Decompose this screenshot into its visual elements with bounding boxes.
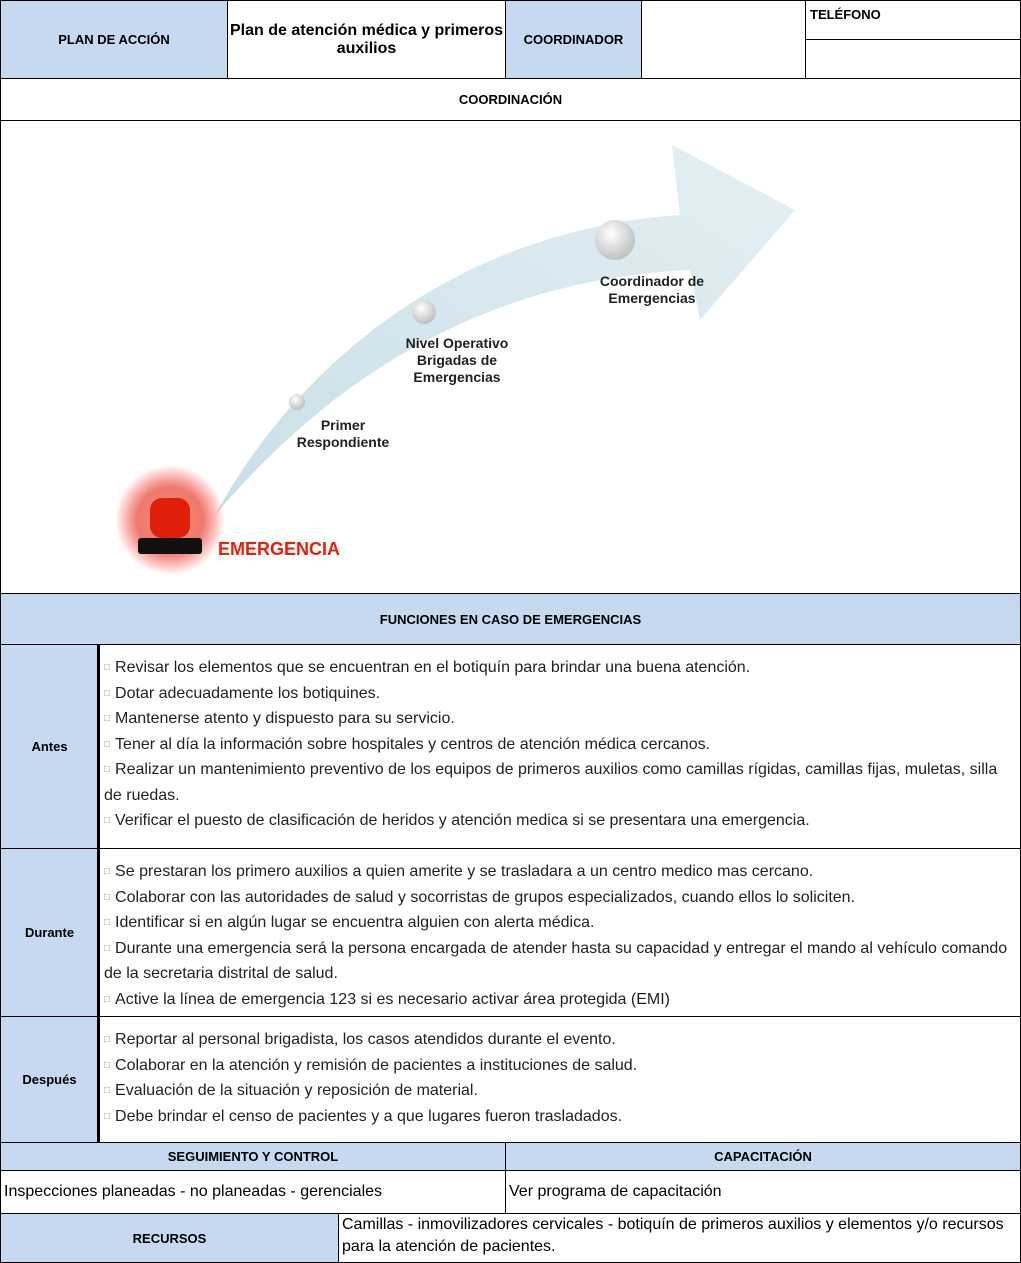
- section-label: Durante: [0, 848, 99, 1017]
- section-label: Antes: [0, 644, 99, 849]
- step-label: Brigadas de: [417, 352, 497, 368]
- step-dot: [289, 394, 305, 410]
- list-item: Realizar un mantenimiento preventivo de …: [104, 757, 1016, 808]
- siren-base: [138, 538, 202, 554]
- list-item: Tener al día la información sobre hospit…: [104, 732, 1016, 758]
- followup-text: Inspecciones planeadas - no planeadas - …: [0, 1170, 506, 1214]
- step-label: Primer: [321, 417, 366, 433]
- functions-title: FUNCIONES EN CASO DE EMERGENCIAS: [0, 593, 1021, 645]
- step-label: Emergencias: [413, 369, 500, 385]
- plan-title: Plan de atención médica y primeros auxil…: [227, 0, 506, 79]
- list-item: Colaborar en la atención y remisión de p…: [104, 1053, 1016, 1079]
- plan-label: PLAN DE ACCIÓN: [0, 0, 228, 79]
- list-item: Se prestaran los primero auxilios a quie…: [104, 859, 1016, 885]
- training-text: Ver programa de capacitación: [505, 1170, 1021, 1214]
- list-item: Evaluación de la situación y reposición …: [104, 1078, 1016, 1104]
- list-item: Active la línea de emergencia 123 si es …: [104, 987, 1016, 1013]
- list-item: Colaborar con las autoridades de salud y…: [104, 885, 1016, 911]
- list-item: Identificar si en algún lugar se encuent…: [104, 910, 1016, 936]
- section-list: Reportar al personal brigadista, los cas…: [97, 1016, 1021, 1143]
- emergency-label: EMERGENCIA: [218, 539, 340, 559]
- followup-label: SEGUIMIENTO Y CONTROL: [0, 1142, 506, 1171]
- siren: [150, 498, 190, 538]
- step-label: Respondiente: [297, 434, 390, 450]
- resources-label: RECURSOS: [0, 1213, 339, 1263]
- section-label: Después: [0, 1016, 99, 1143]
- resources-text: Camillas - inmovilizadores cervicales - …: [338, 1213, 1021, 1263]
- list-item: Reportar al personal brigadista, los cas…: [104, 1027, 1016, 1053]
- training-label: CAPACITACIÓN: [505, 1142, 1021, 1171]
- arrow: [215, 145, 795, 515]
- list-item: Debe brindar el censo de pacientes y a q…: [104, 1104, 1016, 1130]
- section-list: Revisar los elementos que se encuentran …: [97, 644, 1021, 849]
- coordinator-label: COORDINADOR: [505, 0, 642, 79]
- list-item: Durante una emergencia será la persona e…: [104, 936, 1016, 987]
- step-label: Emergencias: [608, 290, 695, 306]
- list-item: Revisar los elementos que se encuentran …: [104, 655, 1016, 681]
- step-label: Coordinador de: [600, 273, 704, 289]
- phone-value: [805, 39, 1021, 79]
- list-item: Verificar el puesto de clasificación de …: [104, 808, 1016, 834]
- step-dot: [412, 300, 436, 324]
- list-item: Mantenerse atento y dispuesto para su se…: [104, 706, 1016, 732]
- coordinator-value: [641, 0, 806, 79]
- list-item: Dotar adecuadamente los botiquines.: [104, 681, 1016, 707]
- phone-label: TELÉFONO: [805, 0, 1021, 40]
- section-list: Se prestaran los primero auxilios a quie…: [97, 848, 1021, 1017]
- step-dot: [595, 220, 635, 260]
- coordination-title: COORDINACIÓN: [0, 78, 1021, 121]
- step-label: Nivel Operativo: [406, 335, 509, 351]
